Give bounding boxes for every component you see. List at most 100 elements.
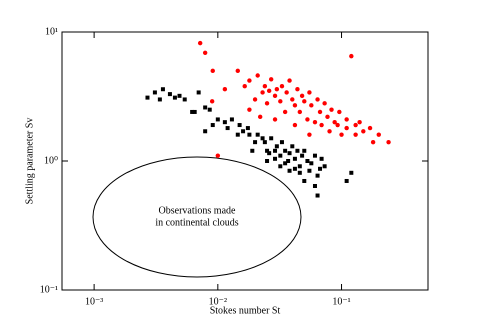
point — [274, 87, 280, 92]
y-tick-label: 10⁻¹ — [40, 284, 58, 295]
point — [357, 119, 362, 125]
y-axis-label: Settling parameter Sv — [24, 118, 35, 205]
point — [292, 156, 297, 161]
point — [274, 144, 279, 149]
point — [307, 132, 312, 137]
point — [349, 53, 354, 59]
point — [312, 184, 317, 189]
point — [225, 126, 230, 131]
point — [190, 109, 195, 114]
point — [367, 125, 373, 131]
point — [353, 122, 358, 128]
point — [287, 151, 292, 156]
point — [268, 77, 274, 82]
point — [160, 87, 165, 92]
point — [210, 68, 215, 74]
point — [283, 161, 288, 166]
point — [309, 161, 314, 166]
point — [177, 93, 182, 98]
point — [157, 97, 162, 102]
point — [247, 132, 252, 137]
point — [297, 170, 302, 175]
point — [284, 90, 289, 95]
point — [339, 132, 344, 137]
point — [386, 139, 391, 145]
point — [315, 97, 320, 102]
point — [302, 99, 307, 104]
point — [282, 109, 288, 115]
point — [207, 107, 212, 112]
point — [222, 87, 228, 92]
y-tick-label: 10¹ — [45, 26, 58, 37]
x-tick-label: 10⁻³ — [85, 296, 103, 307]
point — [152, 90, 157, 95]
annotation-ellipse — [92, 156, 302, 278]
point — [283, 148, 288, 153]
point — [300, 153, 305, 158]
point — [210, 123, 215, 128]
point — [247, 107, 252, 112]
point — [361, 129, 366, 134]
plot-frame — [61, 31, 429, 291]
point — [273, 156, 278, 161]
point — [279, 84, 285, 89]
point — [286, 159, 291, 163]
point — [245, 126, 250, 131]
point — [202, 50, 208, 55]
point — [292, 122, 298, 128]
point — [329, 107, 334, 112]
point — [279, 140, 284, 145]
point — [241, 129, 246, 134]
point — [278, 153, 283, 158]
point — [145, 95, 150, 100]
point — [237, 123, 242, 128]
point — [344, 178, 349, 183]
point — [247, 78, 252, 83]
point — [287, 78, 292, 83]
point — [327, 129, 332, 134]
point — [322, 101, 327, 106]
point — [269, 136, 274, 141]
point — [252, 97, 258, 102]
x-axis-label: Stokes number St — [210, 305, 281, 316]
point — [172, 95, 177, 100]
point — [278, 164, 283, 169]
annotation-line: Observations made — [159, 205, 236, 216]
point — [257, 114, 263, 120]
point — [287, 168, 292, 173]
point — [264, 101, 270, 106]
point — [319, 122, 324, 128]
point — [167, 92, 172, 97]
point — [255, 73, 260, 78]
point — [255, 132, 260, 137]
point — [302, 148, 307, 153]
point — [260, 136, 265, 141]
point — [344, 117, 349, 122]
annotation-line: in continental clouds — [155, 217, 238, 228]
x-tick-label: 10⁻² — [209, 296, 227, 307]
point — [322, 164, 327, 169]
point — [315, 173, 320, 178]
point — [370, 139, 376, 145]
point — [266, 88, 272, 94]
point — [302, 178, 307, 183]
point — [272, 93, 278, 99]
point — [229, 117, 234, 122]
point — [215, 153, 221, 158]
point — [272, 117, 278, 122]
point — [307, 90, 312, 95]
point — [353, 132, 358, 137]
point — [290, 97, 295, 102]
point — [292, 103, 298, 108]
point — [297, 164, 302, 169]
point — [265, 148, 270, 153]
point — [278, 99, 283, 104]
point — [235, 68, 240, 74]
point — [262, 140, 267, 145]
point — [273, 148, 278, 153]
point — [325, 114, 330, 120]
point — [349, 170, 354, 175]
point — [197, 40, 203, 46]
point — [332, 119, 337, 125]
